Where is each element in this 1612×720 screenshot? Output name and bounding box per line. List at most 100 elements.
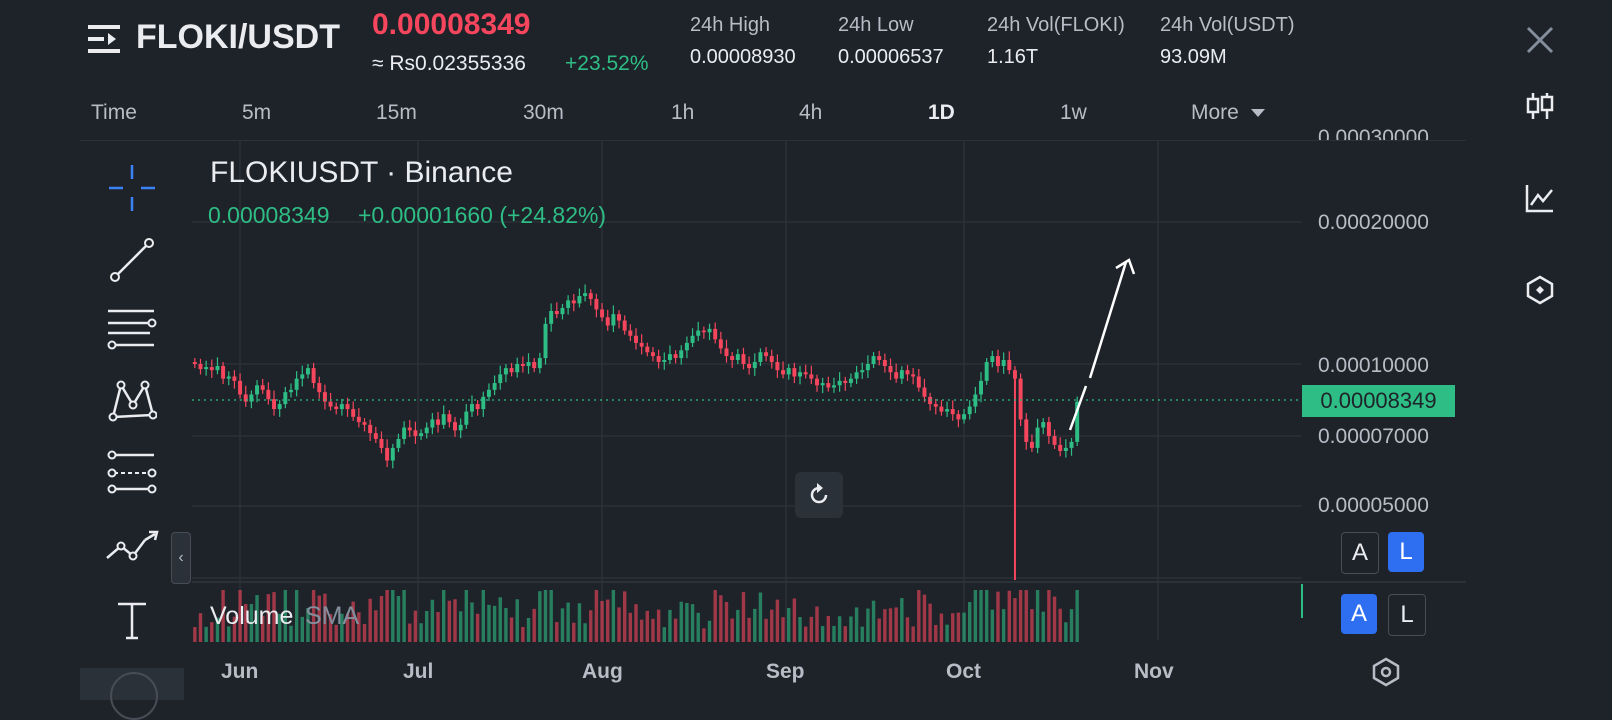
candle-body xyxy=(950,409,955,415)
candle-body xyxy=(322,392,327,402)
candle-body xyxy=(266,389,271,400)
interval-1d[interactable]: 1D xyxy=(928,101,955,124)
volume-bar xyxy=(730,618,734,642)
volume-bar xyxy=(504,608,508,642)
volume-bar xyxy=(509,617,514,642)
candle-body xyxy=(464,411,469,425)
volume-bar xyxy=(277,613,282,642)
volume-bar xyxy=(934,624,938,642)
volume-bar xyxy=(300,616,304,642)
volume-auto-scale-button[interactable]: A xyxy=(1341,594,1377,634)
volume-bar xyxy=(357,612,361,642)
candle-body xyxy=(481,396,486,410)
candle-body xyxy=(1075,401,1080,442)
volume-bar xyxy=(413,610,418,642)
candlestick-icon[interactable] xyxy=(1524,90,1556,122)
volume-bar xyxy=(492,605,497,642)
candle-body xyxy=(945,409,950,412)
candle-body xyxy=(877,356,882,361)
reset-chart-button[interactable] xyxy=(795,472,843,518)
candle-body xyxy=(600,309,605,318)
volume-bar xyxy=(447,600,452,642)
candle-body xyxy=(848,378,853,384)
chart-legend-change: +0.00001660 (+24.82%) xyxy=(358,202,607,228)
volume-bar xyxy=(979,590,983,642)
stat-vol-floki-value: 1.16T xyxy=(987,46,1039,68)
candle-body xyxy=(1052,436,1057,445)
text-tool-icon[interactable] xyxy=(104,592,160,648)
volume-bar xyxy=(1013,598,1017,642)
volume-bar xyxy=(951,613,955,642)
stat-low-label: 24h Low xyxy=(838,14,914,36)
volume-bar xyxy=(668,609,672,642)
indicator-icon[interactable] xyxy=(1524,182,1556,214)
candle-body xyxy=(713,328,718,340)
time-tick: Jul xyxy=(403,660,434,683)
volume-bar xyxy=(984,590,989,642)
close-icon[interactable] xyxy=(1524,24,1556,56)
candle-body xyxy=(979,380,983,395)
volume-bar xyxy=(741,592,746,642)
interval-4h[interactable]: 4h xyxy=(799,101,823,124)
candle-body xyxy=(996,356,1000,367)
interval-more[interactable]: More xyxy=(1191,101,1265,125)
volume-log-scale-button[interactable]: L xyxy=(1388,594,1426,636)
interval-30m[interactable]: 30m xyxy=(523,101,564,124)
candle-body xyxy=(667,354,672,361)
more-tools-icon[interactable] xyxy=(110,672,158,720)
candle-body xyxy=(249,394,254,402)
interval-1h[interactable]: 1h xyxy=(671,101,695,124)
candle-body xyxy=(226,376,231,379)
toolbar-bottom-panel xyxy=(80,668,184,720)
interval-5m[interactable]: 5m xyxy=(242,101,272,124)
menu-icon[interactable] xyxy=(86,22,122,56)
candle-body xyxy=(730,356,735,361)
candle-body xyxy=(204,367,209,370)
candle-body xyxy=(1007,360,1012,371)
candle-body xyxy=(368,424,373,434)
interval-time[interactable]: Time xyxy=(91,101,137,124)
volume-bar xyxy=(871,600,876,642)
prediction-tool-icon[interactable] xyxy=(104,446,160,502)
candle-body xyxy=(209,367,214,371)
crosshair-tool-icon[interactable] xyxy=(104,160,160,216)
interval-15m[interactable]: 15m xyxy=(376,101,417,124)
interval-divider xyxy=(80,140,1466,141)
volume-bar xyxy=(577,603,582,642)
volume-bar xyxy=(249,604,254,642)
candle-body xyxy=(1041,422,1046,428)
volume-bar xyxy=(555,622,559,642)
candle-body xyxy=(272,399,276,410)
settings-hexagon-icon[interactable] xyxy=(1524,274,1556,306)
volume-bar xyxy=(1058,608,1062,642)
volume-bar xyxy=(487,604,491,642)
volume-bar xyxy=(351,601,355,642)
refresh-icon xyxy=(810,483,828,504)
auto-scale-button[interactable]: A xyxy=(1341,532,1379,574)
trendline-tool-icon[interactable] xyxy=(104,232,160,288)
volume-bar xyxy=(702,628,706,642)
candle-body xyxy=(735,354,740,361)
chart-settings-icon[interactable] xyxy=(1370,656,1402,688)
fib-lines-tool-icon[interactable] xyxy=(104,302,160,358)
log-scale-button[interactable]: L xyxy=(1388,532,1424,572)
volume-bar xyxy=(606,599,610,642)
volume-bar xyxy=(719,595,723,642)
collapse-toolbar-button[interactable]: ‹ xyxy=(171,532,191,584)
pattern-tool-icon[interactable] xyxy=(104,374,160,430)
candle-body xyxy=(820,383,825,386)
price-tick: 0.00005000 xyxy=(1318,494,1429,517)
candle-body xyxy=(645,346,650,353)
pair-title[interactable]: FLOKI/USDT xyxy=(136,18,340,56)
volume-bar xyxy=(238,590,242,642)
price-tick: 0.00020000 xyxy=(1318,211,1429,234)
candle-body xyxy=(962,414,967,420)
candle-body xyxy=(594,298,599,310)
volume-bar xyxy=(566,602,570,642)
candle-body xyxy=(769,356,774,362)
path-tool-icon[interactable] xyxy=(104,520,160,576)
candle-body xyxy=(311,368,316,384)
volume-bar xyxy=(1030,609,1034,642)
interval-1w[interactable]: 1w xyxy=(1060,101,1087,124)
